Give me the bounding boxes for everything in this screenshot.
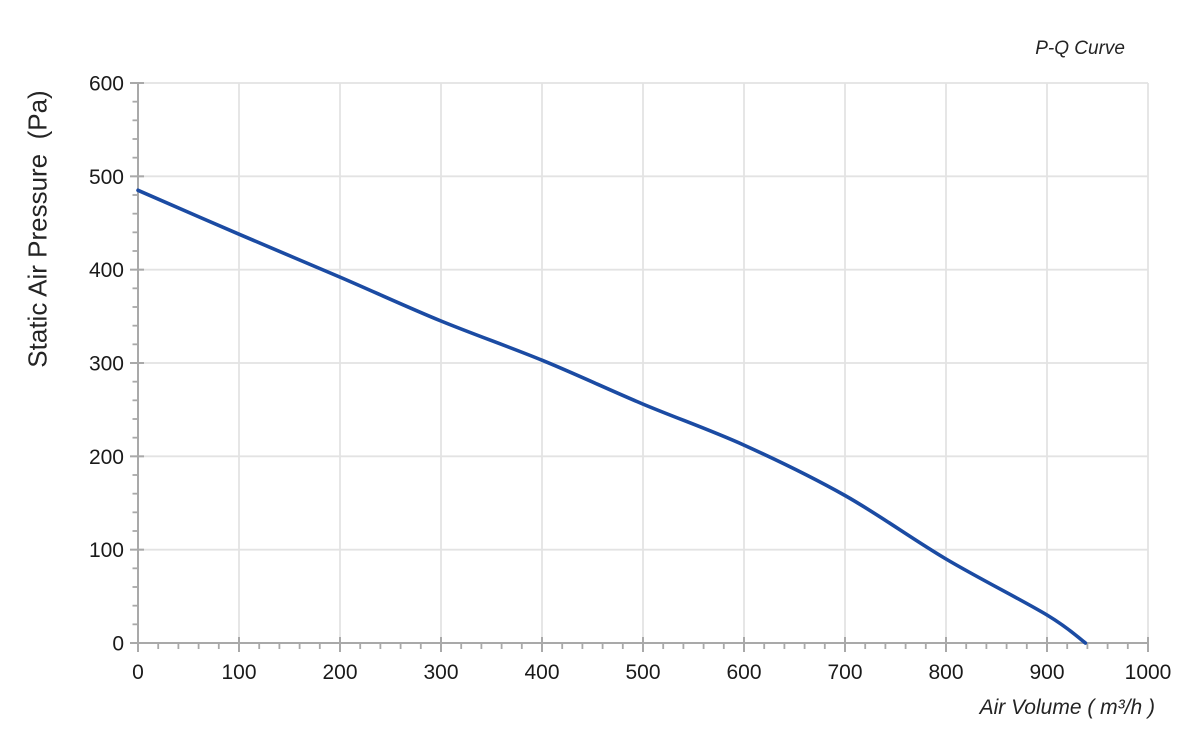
y-tick-label: 300 xyxy=(89,353,124,376)
x-tick-label: 300 xyxy=(423,661,458,684)
y-tick-label: 0 xyxy=(112,633,124,656)
pq-curve-line xyxy=(136,188,1088,645)
x-tick-label: 0 xyxy=(132,661,144,684)
y-tick-label: 500 xyxy=(89,166,124,189)
y-tick-label: 200 xyxy=(89,446,124,469)
x-tick-label: 400 xyxy=(524,661,559,684)
y-tick-label: 100 xyxy=(89,539,124,562)
x-tick-label: 500 xyxy=(625,661,660,684)
x-axis-title: Air Volume ( m³/h ) xyxy=(979,696,1155,719)
x-tick-label: 700 xyxy=(827,661,862,684)
x-tick-label: 800 xyxy=(928,661,963,684)
y-axis-title: Static Air Pressure (Pa) xyxy=(22,90,53,368)
x-tick-label: 1000 xyxy=(1125,661,1172,684)
chart-title: P-Q Curve xyxy=(1035,38,1125,59)
y-tick-label: 400 xyxy=(89,259,124,282)
x-tick-label: 600 xyxy=(726,661,761,684)
x-tick-label: 900 xyxy=(1029,661,1064,684)
x-tick-label: 200 xyxy=(322,661,357,684)
y-tick-label: 600 xyxy=(89,73,124,96)
x-tick-label: 100 xyxy=(221,661,256,684)
